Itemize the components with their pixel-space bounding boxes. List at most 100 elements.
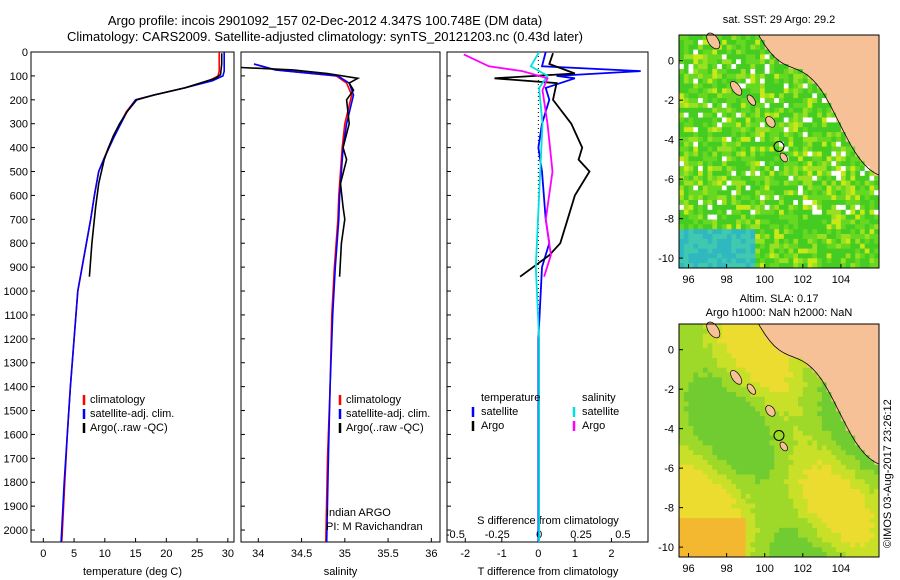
sla-map-cell xyxy=(821,503,828,510)
sla-map-cell xyxy=(845,464,852,471)
sst-map-cell xyxy=(850,122,856,128)
sla-map-cell xyxy=(693,430,699,437)
sla-map-cell xyxy=(855,333,861,340)
sla-map-cell xyxy=(698,411,704,417)
sst-map-cell xyxy=(702,117,709,123)
sla-map-cell xyxy=(779,527,785,534)
sla-map-cell xyxy=(702,358,709,364)
sla-map-cell xyxy=(821,406,828,412)
sla-map-cell xyxy=(774,411,780,417)
sst-map-cell xyxy=(779,122,785,128)
sla-map-cell xyxy=(779,464,785,471)
sla-map-cell xyxy=(793,527,799,534)
sst-map-cell xyxy=(721,263,728,268)
sla-map-cell xyxy=(736,338,742,345)
sla-map-cell xyxy=(826,348,832,354)
sla-map-cell xyxy=(760,416,766,422)
sla-map-cell xyxy=(731,362,737,369)
sst-map-cell xyxy=(845,229,852,235)
sla-map-cell xyxy=(693,547,699,553)
sst-map-cell xyxy=(693,98,699,104)
sla-map-cell xyxy=(798,469,804,476)
sla-map-cell xyxy=(802,464,809,471)
sla-map-cell xyxy=(679,479,685,485)
sla-map-cell xyxy=(774,464,780,471)
sla-map-cell xyxy=(812,353,818,359)
sst-map-cell xyxy=(717,200,723,206)
sst-map-cell xyxy=(712,98,718,104)
sla-map-cell xyxy=(679,542,685,548)
sla-map-cell xyxy=(717,411,723,417)
sla-map-cell xyxy=(860,440,866,446)
sla-map-cell xyxy=(840,387,847,393)
sst-map-cell xyxy=(812,209,818,216)
sst-map-cell xyxy=(826,156,832,162)
sst-map-cell xyxy=(740,151,747,157)
sst-map-cell xyxy=(698,214,704,221)
sst-map-cell xyxy=(764,258,771,264)
sla-map-cell xyxy=(864,353,871,359)
sst-map-cell xyxy=(745,195,752,201)
sla-map-cell xyxy=(831,392,837,398)
sst-map-cell xyxy=(745,35,752,41)
sst-map-cell xyxy=(821,69,828,75)
sst-map-cell xyxy=(721,258,728,264)
sst-map-cell xyxy=(802,258,809,264)
sst-map-cell xyxy=(831,64,837,70)
sst-map-cell xyxy=(783,78,790,85)
sla-map-cell xyxy=(679,387,685,393)
sst-map-cell xyxy=(721,136,728,143)
sla-map-cell xyxy=(860,338,866,345)
sst-map-cell xyxy=(707,69,713,75)
sla-map-cell xyxy=(707,425,713,432)
sst-map-cell xyxy=(721,49,728,56)
sla-map-cell xyxy=(850,396,856,403)
sla-map-cell xyxy=(855,416,861,422)
sla-map-cell xyxy=(688,425,694,432)
sst-map-cell xyxy=(798,54,804,60)
sla-map-cell xyxy=(707,542,713,548)
sla-map-cell xyxy=(702,372,709,378)
sst-map-cell xyxy=(788,73,794,80)
sla-map-cell xyxy=(717,421,723,427)
sst-map-cell xyxy=(802,190,809,196)
sst-map-cell xyxy=(755,93,761,99)
sla-map-cell xyxy=(817,459,823,466)
sst-map-cell xyxy=(826,204,832,211)
sst-map-cell xyxy=(698,209,704,216)
sst-map-cell xyxy=(750,112,756,119)
sla-map-cell xyxy=(812,343,818,349)
sla-map-cell xyxy=(726,547,732,553)
sla-map-cell xyxy=(864,527,871,534)
sst-map-cell xyxy=(783,258,790,264)
sst-map-cell xyxy=(726,204,732,211)
sst-map-cell xyxy=(783,248,790,255)
sst-map-cell xyxy=(826,253,832,259)
sla-map-cell xyxy=(683,416,690,422)
sst-map-cell xyxy=(783,127,790,133)
sst-map-cell xyxy=(702,132,709,138)
sla-map-cell xyxy=(702,353,709,359)
sst-map-cell xyxy=(679,263,685,268)
sla-map-cell xyxy=(817,518,823,524)
sst-map-cell xyxy=(721,156,728,162)
sla-map-cell xyxy=(869,387,875,393)
sst-map-cell xyxy=(845,122,852,128)
sla-map-cell xyxy=(774,425,780,432)
sst-map-cell xyxy=(779,214,785,221)
sla-map-cell xyxy=(869,542,875,548)
sst-map-cell xyxy=(755,117,761,123)
sla-map-cell xyxy=(802,421,809,427)
sst-map-cell xyxy=(679,243,685,250)
sla-map-cell xyxy=(874,372,879,378)
sst-map-cell xyxy=(821,103,828,109)
sla-map-cell xyxy=(774,440,780,446)
sla-map-cell xyxy=(836,401,842,408)
sst-map-cell xyxy=(698,54,704,60)
sla-map-cell xyxy=(683,493,690,500)
sla-map-cell xyxy=(736,474,742,480)
sla-map-cell xyxy=(864,489,871,495)
sla-map-cell xyxy=(860,464,866,471)
sst-map-cell xyxy=(731,64,737,70)
sst-map-cell xyxy=(693,258,699,264)
